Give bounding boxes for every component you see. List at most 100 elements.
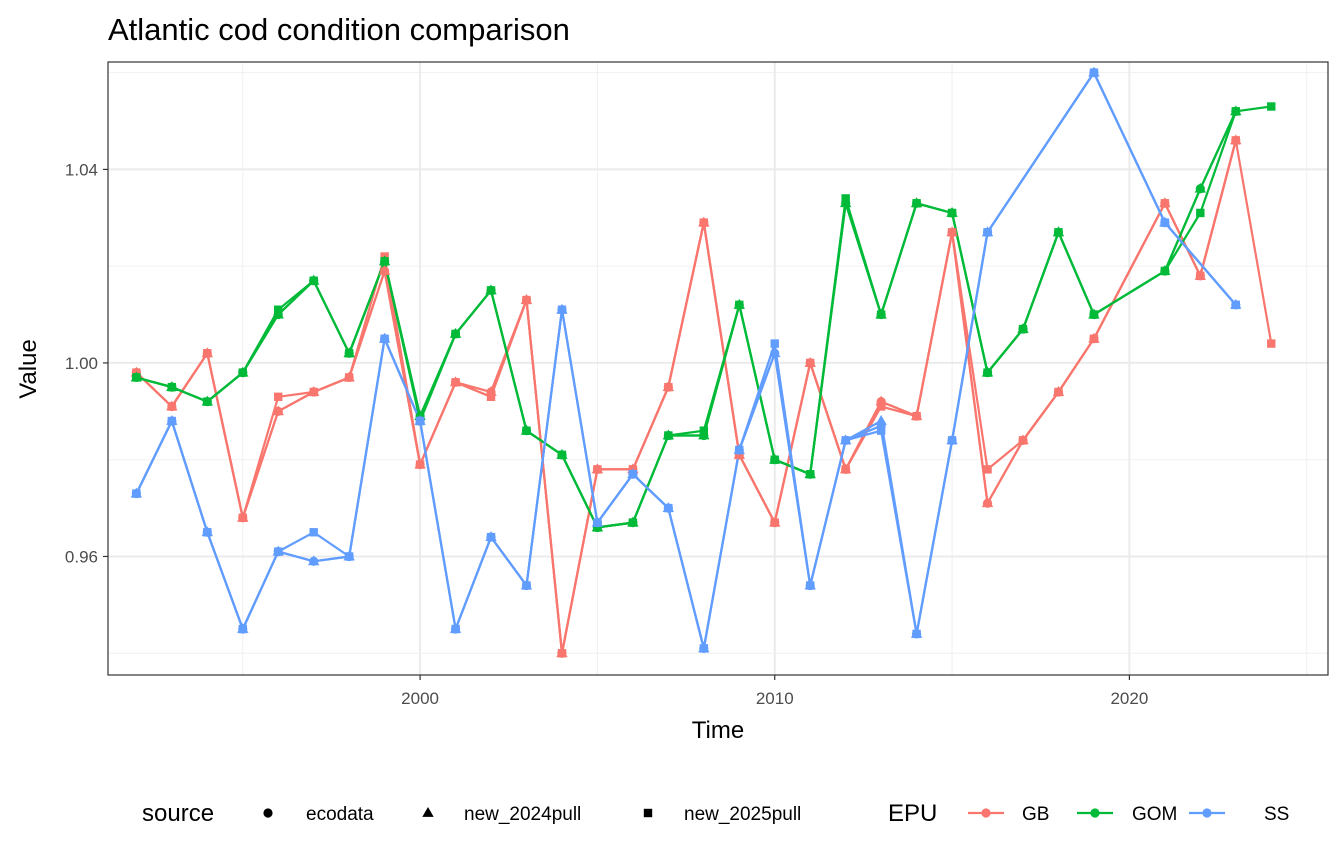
legend-label-new-2024pull: new_2024pull — [464, 804, 581, 825]
data-point-ss-new-2025pull — [344, 552, 354, 561]
data-point-ss-new-2025pull — [947, 436, 957, 445]
data-point-gom-new-2025pull — [344, 349, 354, 358]
data-point-gb-new-2025pull — [876, 402, 886, 411]
data-point-gom-new-2025pull — [380, 257, 389, 266]
data-point-ss-new-2025pull — [841, 436, 850, 445]
data-point-gb-new-2025pull — [806, 358, 815, 368]
y-axis: 0.96 1.00 1.04 — [65, 160, 108, 566]
legend-key-gom — [1090, 808, 1100, 818]
data-point-ss-new-2025pull — [486, 532, 496, 542]
data-point-gb-new-2025pull — [522, 295, 531, 305]
data-point-ss-new-2025pull — [1231, 300, 1240, 310]
data-point-gb-new-2025pull — [664, 382, 673, 392]
legend-label-new-2025pull: new_2025pull — [684, 804, 801, 825]
data-point-gom-new-2025pull — [238, 368, 247, 377]
legend-label-ecodata: ecodata — [306, 804, 374, 825]
legend-key-new-2025pull — [643, 808, 653, 818]
data-point-gb-new-2025pull — [238, 513, 247, 522]
legend-source-title: source — [142, 800, 214, 827]
legend-epu-title: EPU — [888, 800, 937, 827]
data-point-ss-new-2024pull — [769, 347, 781, 358]
y-axis-title: Value — [15, 339, 42, 399]
data-point-gom-new-2025pull — [486, 286, 496, 295]
data-point-gom-new-2025pull — [983, 368, 992, 377]
data-point-ss-new-2025pull — [557, 305, 567, 314]
data-point-gb-new-2025pull — [274, 392, 283, 402]
data-point-ss-new-2025pull — [806, 581, 815, 590]
data-point-ss-new-2025pull — [699, 644, 709, 653]
data-point-gom-new-2025pull — [628, 518, 638, 527]
data-point-gom-new-2025pull — [1054, 228, 1063, 237]
data-point-gb-new-2025pull — [770, 518, 779, 527]
plot-panel-border — [107, 61, 1329, 676]
data-point-ss-new-2025pull — [664, 503, 673, 513]
legend-key-new-2024pull — [422, 807, 434, 817]
data-point-gom-new-2025pull — [1267, 102, 1276, 111]
data-point-gom-new-2025pull — [593, 523, 602, 532]
legend-key-gb — [981, 808, 991, 818]
data-point-ss-new-2025pull — [132, 489, 141, 498]
data-points — [130, 66, 1276, 658]
data-point-gom-new-2025pull — [1089, 310, 1099, 319]
legend-label-gom: GOM — [1132, 804, 1177, 825]
data-point-ss-new-2025pull — [522, 581, 531, 590]
data-point-gom-new-2025pull — [735, 300, 744, 310]
series-line-ss-new-2025pull — [135, 71, 1237, 650]
data-point-gb-new-2025pull — [947, 228, 957, 237]
data-point-ss-new-2025pull — [203, 528, 212, 537]
data-point-ss-new-2025pull — [167, 416, 177, 426]
data-point-gb-new-2025pull — [167, 402, 177, 411]
data-point-ss-new-2025pull — [735, 445, 744, 455]
data-point-gb-new-2025pull — [735, 450, 744, 460]
data-point-gom-new-2025pull — [806, 470, 815, 479]
data-point-gb-new-2025pull — [983, 465, 992, 474]
series-line-gb-new-2025pull — [135, 139, 1273, 655]
data-point-gb-new-2025pull — [1089, 334, 1099, 343]
x-tick-label: 2010 — [756, 689, 794, 708]
grid-lines — [108, 62, 1328, 675]
legend-key-ss — [1202, 808, 1212, 818]
data-point-gb-new-2025pull — [841, 465, 850, 474]
data-point-ss-new-2025pull — [593, 518, 602, 527]
data-point-ss-new-2025pull — [628, 470, 638, 479]
data-point-gom-new-2025pull — [770, 455, 779, 464]
data-point-ss-new-2025pull — [238, 624, 247, 634]
data-point-gb-new-2025pull — [1018, 436, 1028, 445]
data-point-gom-new-2024pull — [1194, 182, 1207, 193]
data-point-ss-new-2024pull — [307, 555, 320, 566]
legend-epu: EPU GB GOM SS — [888, 800, 1289, 827]
data-point-gom-new-2025pull — [841, 194, 850, 203]
x-tick-label: 2020 — [1110, 689, 1148, 708]
data-point-gb-new-2025pull — [593, 465, 602, 474]
data-point-ss-new-2025pull — [380, 334, 389, 343]
x-axis-title: Time — [692, 717, 744, 744]
data-point-gb-new-2025pull — [1160, 199, 1170, 208]
data-point-ss-new-2025pull — [1160, 218, 1170, 227]
y-tick-label: 1.04 — [65, 160, 98, 179]
data-point-gom-new-2025pull — [947, 208, 957, 218]
data-point-gom-new-2025pull — [1018, 324, 1028, 334]
data-point-ss-new-2025pull — [876, 426, 886, 435]
data-point-gom-new-2025pull — [167, 382, 177, 392]
data-point-gb-new-2025pull — [415, 460, 425, 469]
data-point-ss-new-2025pull — [415, 416, 425, 426]
y-tick-label: 1.00 — [65, 354, 98, 373]
data-point-gom-new-2025pull — [309, 276, 318, 285]
data-point-gb-new-2025pull — [486, 392, 496, 402]
data-point-gom-new-2025pull — [203, 397, 212, 406]
data-point-gom-new-2025pull — [274, 305, 283, 314]
data-point-gb-new-2024pull — [272, 405, 284, 416]
data-point-gom-new-2025pull — [876, 310, 886, 319]
data-point-gb-new-2025pull — [557, 649, 567, 658]
data-point-gb-new-2025pull — [451, 378, 460, 387]
data-point-ss-new-2025pull — [309, 528, 318, 537]
chart-title: Atlantic cod condition comparison — [108, 12, 570, 47]
data-point-ss-new-2025pull — [912, 629, 921, 639]
data-point-ss-new-2025pull — [451, 624, 460, 634]
data-point-gom-new-2025pull — [1196, 208, 1205, 218]
data-point-gb-new-2025pull — [699, 218, 709, 227]
legend-source: source ecodata new_2024pull new_2025pull — [142, 800, 801, 827]
legend-key-ecodata — [263, 808, 273, 818]
data-point-gom-new-2025pull — [664, 431, 673, 440]
data-point-ss-new-2025pull — [1089, 68, 1099, 77]
